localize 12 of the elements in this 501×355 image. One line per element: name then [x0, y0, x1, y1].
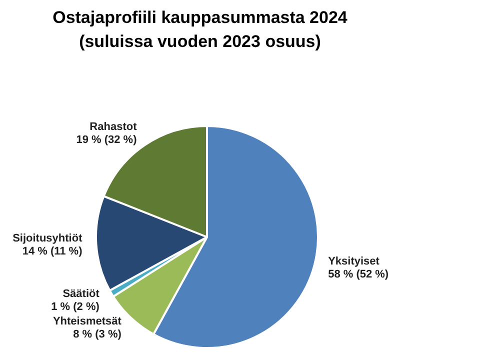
chart-title: Ostajaprofiili kauppasummasta 2024 [52, 8, 348, 28]
slice-label: Sijoitusyhtiöt [12, 232, 83, 244]
data-label: 58 % (52 %) [328, 268, 389, 281]
data-label: 14 % (11 %) [22, 245, 83, 258]
slice-label: Yksityiset [328, 256, 380, 268]
data-label: 1 % (2 %) [51, 301, 100, 314]
slice-label: Säätiöt [62, 288, 100, 300]
data-label: 19 % (32 %) [76, 134, 138, 146]
chart-subtitle: (suluissa vuoden 2023 osuus) [78, 32, 322, 52]
slice-label: Yhteismetsät [52, 316, 122, 328]
data-label: 8 % (3 %) [73, 328, 122, 341]
slice-label: Rahastot [90, 121, 138, 134]
